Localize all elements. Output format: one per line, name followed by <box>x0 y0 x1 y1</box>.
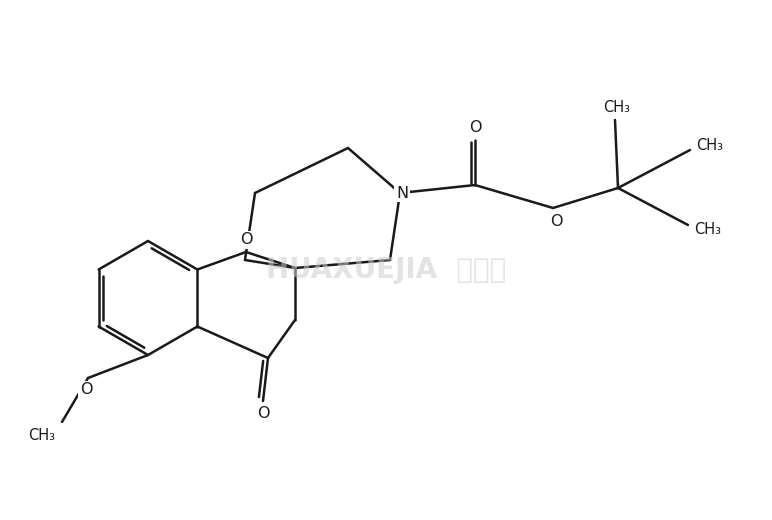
Text: O: O <box>257 407 269 422</box>
Text: O: O <box>550 214 562 228</box>
Text: O: O <box>80 383 92 397</box>
Text: O: O <box>469 121 481 136</box>
Text: CH₃: CH₃ <box>29 427 56 443</box>
Text: CH₃: CH₃ <box>604 99 631 114</box>
Text: O: O <box>240 232 252 248</box>
Text: CH₃: CH₃ <box>695 223 722 238</box>
Text: HUAXUEJIA  化学加: HUAXUEJIA 化学加 <box>266 256 506 284</box>
Text: N: N <box>396 186 408 201</box>
Text: CH₃: CH₃ <box>696 137 723 152</box>
